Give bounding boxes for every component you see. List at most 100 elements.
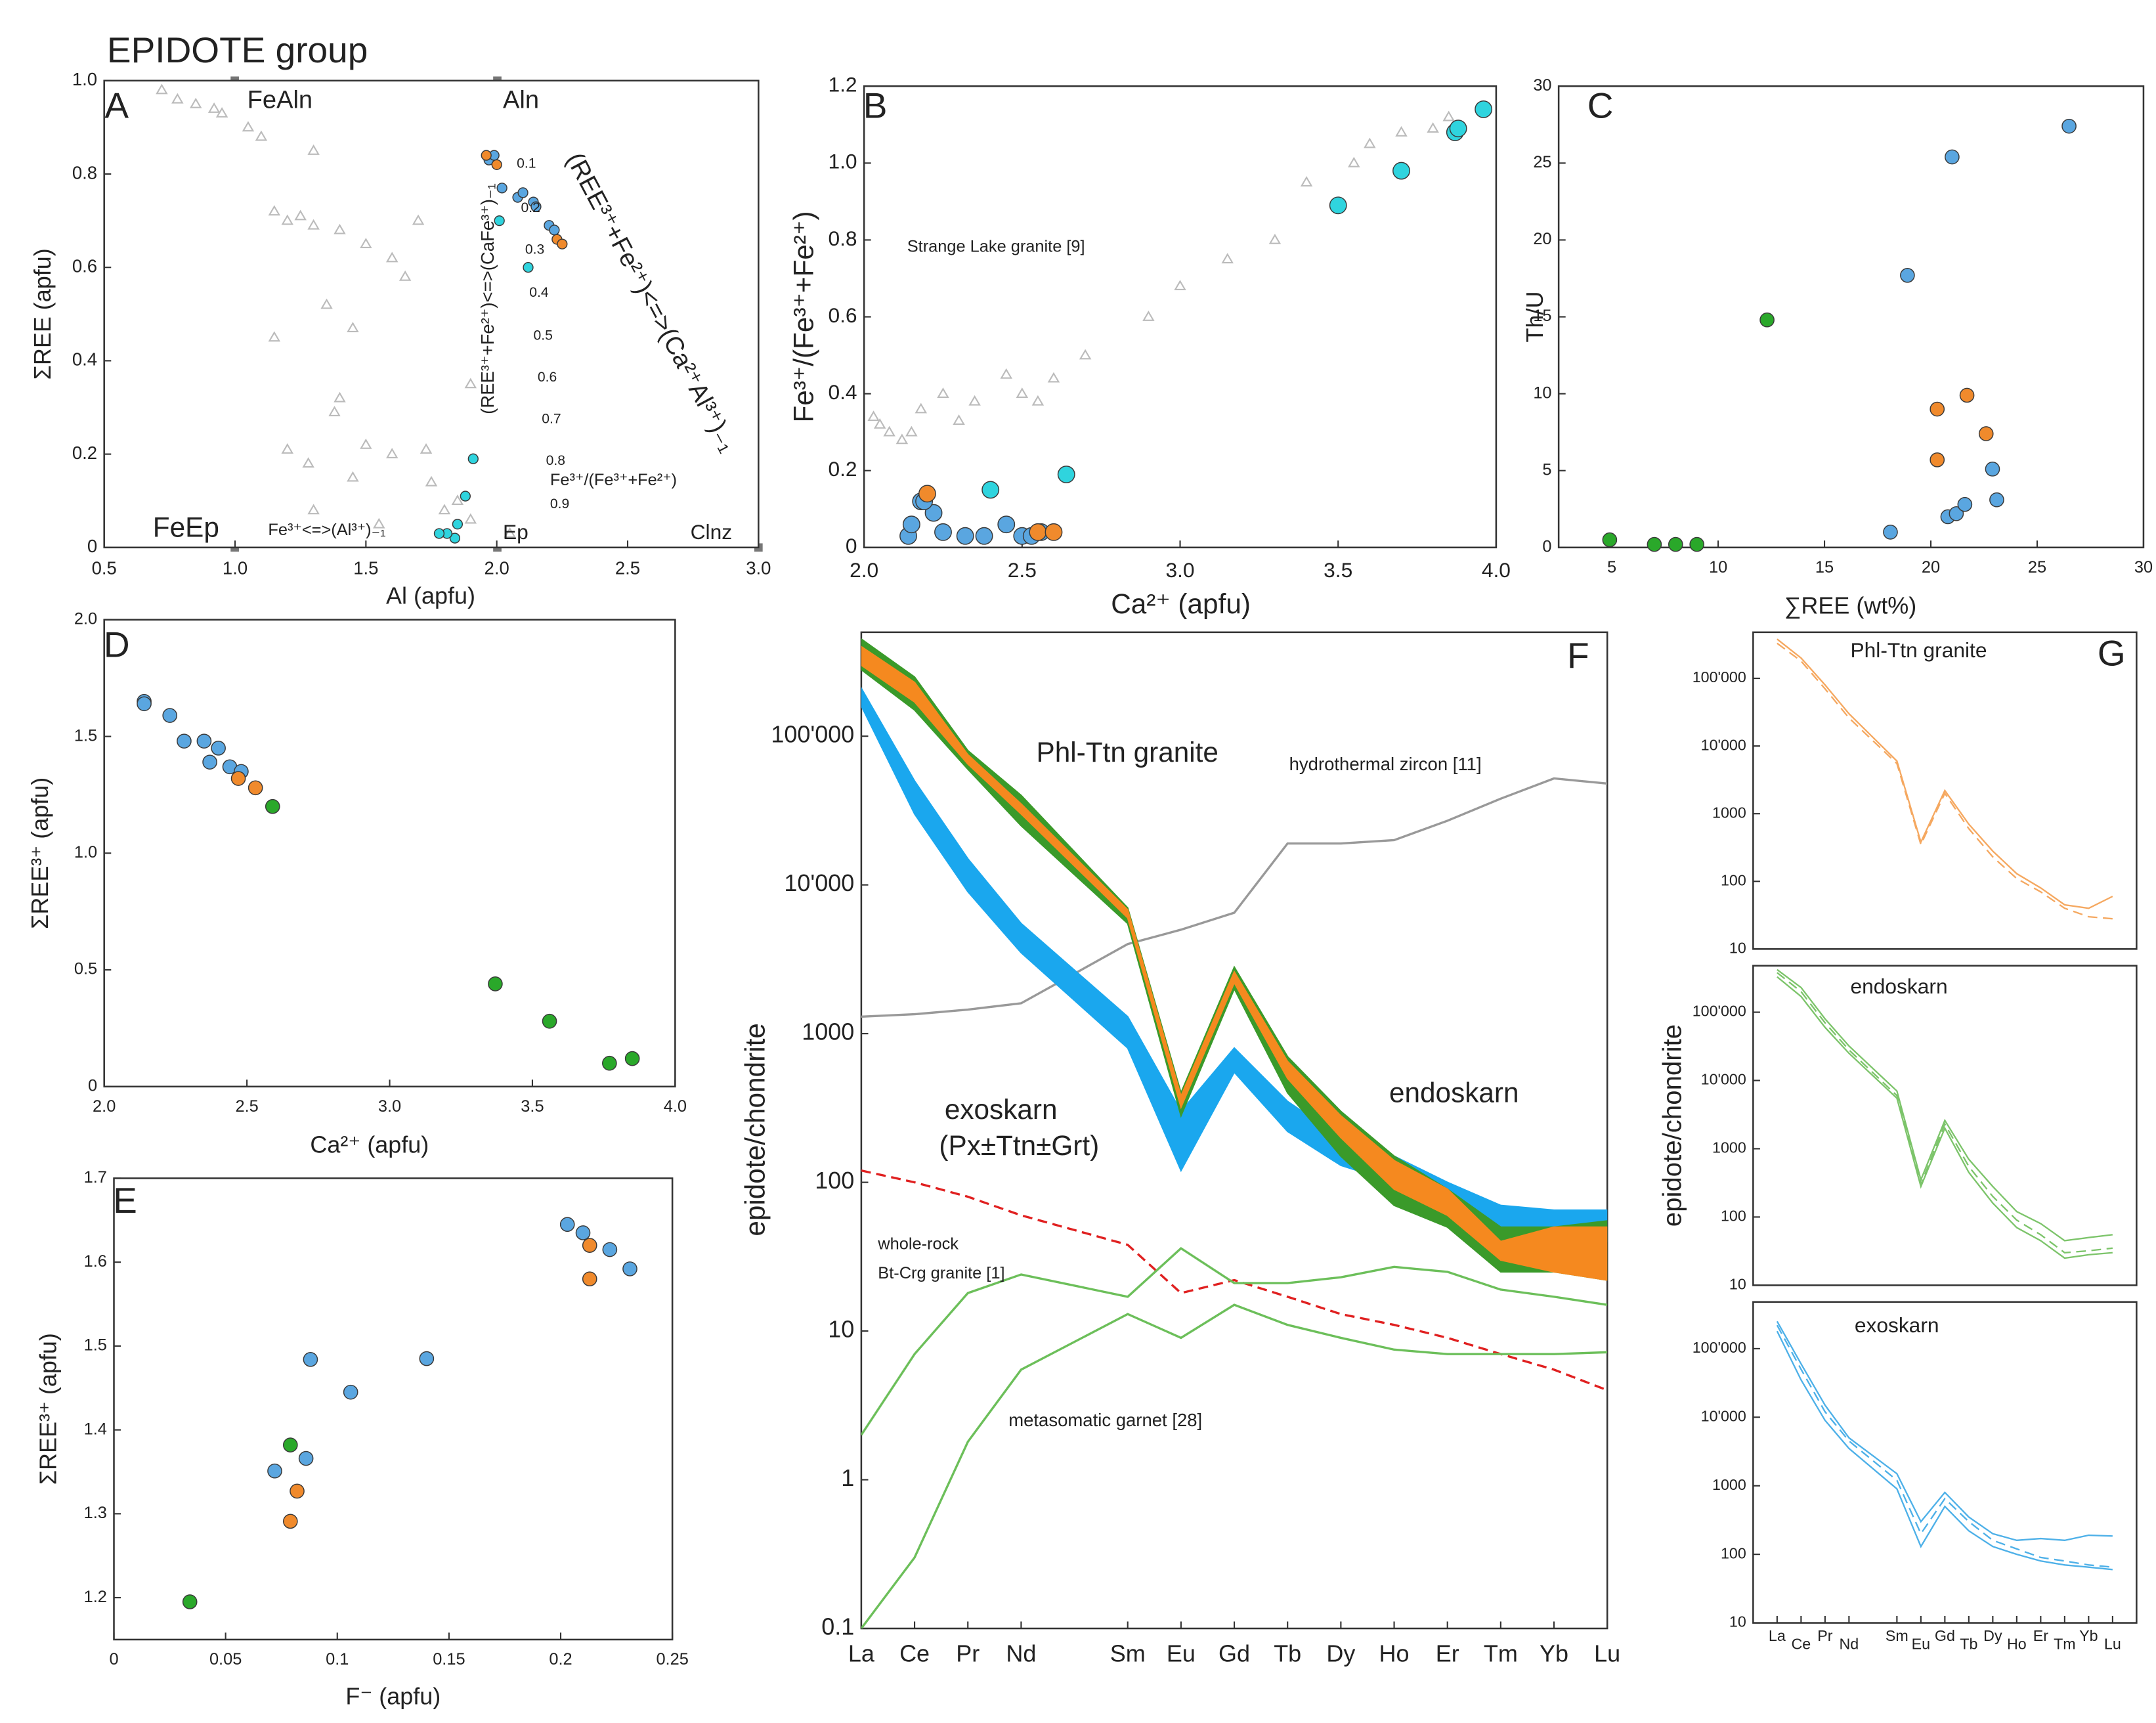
x-tick-label: Gd [1935,1627,1955,1644]
y-tick-label: 0.4 [828,380,857,404]
x-tick-label: 2.0 [485,557,509,578]
x-tick-label: 5 [1607,558,1616,577]
point [1329,196,1347,215]
annotation: 0.5 [534,328,553,343]
point [343,1384,358,1400]
triangle-point [464,513,477,524]
triangle-point [307,504,320,515]
x-tick-label: Yb [1540,1640,1568,1667]
y-tick-label: 1 [841,1464,854,1491]
triangle-point [294,209,307,221]
point [433,528,445,539]
band [861,638,1608,1281]
y-tick-label: 10'000 [1701,1407,1746,1424]
triangle-point [1364,137,1376,148]
point [1602,532,1618,548]
triangle-point [1000,368,1013,379]
line [1777,972,2113,1254]
triangle-point [281,214,294,225]
y-axis-label: epidote/chondrite [739,1023,770,1236]
band [861,645,1608,1281]
x-tick-label: Nd [1006,1640,1036,1667]
point [282,1437,298,1452]
point [1057,466,1075,483]
x-axis-label: Ca²⁺ (apfu) [310,1131,429,1158]
point [230,771,246,786]
triangle-point [1221,253,1234,264]
triangle-point [1442,110,1455,121]
x-tick-label: 4.0 [664,1097,687,1116]
point [1959,387,1975,403]
annotation: FeEp [153,512,219,542]
point [491,159,502,170]
triangle-point [302,457,314,468]
plot-frame [860,631,1608,1630]
y-tick-label: 0 [846,534,857,557]
y-tick-label: 100 [1721,1544,1746,1561]
x-tick-label: 0 [109,1650,118,1668]
point [1930,452,1945,468]
y-axis-label: ΣREE³⁺ (apfu) [35,1333,62,1485]
point [934,523,952,541]
y-tick-label: 1.7 [84,1168,107,1187]
triangle-point [360,238,372,249]
panel-letter: D [104,624,130,665]
point [549,225,560,236]
x-tick-label: Nd [1839,1636,1859,1653]
x-tick-label: Tb [1274,1640,1301,1667]
triangle-point [171,93,184,104]
triangle-point [915,403,928,414]
triangle-point [451,494,464,506]
x-tick-label: 0.05 [209,1650,242,1668]
chart-title: EPIDOTE group [107,30,368,70]
y-tick-label: 0.2 [828,457,857,481]
triangle-point [307,219,320,230]
annotation: Phl-Ttn granite [1037,737,1218,768]
x-tick-label: Er [1436,1640,1459,1667]
x-tick-label: Gd [1218,1640,1250,1667]
annotation: 0.8 [546,453,565,468]
point [282,1514,298,1529]
y-tick-label: 100 [815,1167,854,1194]
y-tick-label: 30 [1533,76,1551,95]
annotation: Clnz [691,520,732,544]
y-tick-label: 15 [1533,307,1551,325]
line [1776,1324,2113,1568]
y-tick-label: 10 [1729,939,1746,956]
triangle-point [242,121,255,132]
triangle-point [1142,311,1155,321]
y-tick-label: 20 [1533,230,1551,248]
triangle-point [895,433,909,445]
point [1449,120,1467,138]
point [975,527,993,545]
panel-letter: C [1587,85,1614,126]
annotation: FeAln [248,87,313,114]
triangle-point [937,387,949,398]
point [575,1225,591,1240]
triangle-point [1395,126,1408,137]
y-tick-label: 0.6 [72,255,97,276]
point [1029,523,1047,541]
annotation: Fe³⁺/(Fe³⁺+Fe²⁺) [550,471,677,489]
point [467,453,479,464]
triangle-point [268,331,281,342]
x-tick-label: Pr [1817,1627,1833,1644]
annotation: 0.9 [550,496,569,512]
x-tick-label: Ho [2007,1636,2027,1653]
point [918,485,936,503]
y-tick-label: 1000 [1712,804,1746,821]
point [481,150,492,161]
point [460,491,471,502]
y-tick-label: 10'000 [784,869,854,896]
x-tick-label: 3.5 [1324,558,1352,582]
x-tick-label: 20 [1922,558,1940,577]
x-tick-label: 1.0 [223,557,248,578]
y-tick-label: 1.0 [828,150,857,173]
annotation: 0.7 [542,412,561,427]
annotation: whole-rock [877,1235,959,1254]
triangle-point [334,391,346,403]
triangle-point [215,107,228,118]
triangle-point [268,205,281,216]
x-tick-label: Tm [1484,1640,1518,1667]
x-tick-label: Lu [1594,1640,1620,1667]
